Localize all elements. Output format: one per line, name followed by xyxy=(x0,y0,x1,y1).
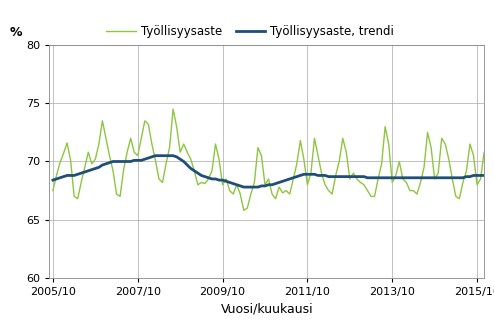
Työllisyysaste, trendi xyxy=(209,177,215,181)
Työllisyysaste xyxy=(50,189,56,193)
X-axis label: Vuosi/kuukausi: Vuosi/kuukausi xyxy=(220,302,313,315)
Työllisyysaste, trendi xyxy=(107,161,113,165)
Työllisyysaste xyxy=(170,107,176,111)
Text: %: % xyxy=(10,26,22,39)
Työllisyysaste xyxy=(209,169,215,173)
Työllisyysaste xyxy=(428,146,434,150)
Työllisyysaste, trendi xyxy=(432,176,438,180)
Työllisyysaste, trendi xyxy=(428,176,434,180)
Työllisyysaste, trendi xyxy=(89,168,95,172)
Työllisyysaste xyxy=(107,154,113,158)
Työllisyysaste, trendi xyxy=(241,185,247,189)
Työllisyysaste xyxy=(241,208,247,212)
Line: Työllisyysaste: Työllisyysaste xyxy=(53,109,494,210)
Line: Työllisyysaste, trendi: Työllisyysaste, trendi xyxy=(53,156,494,187)
Työllisyysaste xyxy=(195,183,201,187)
Työllisyysaste xyxy=(432,177,438,181)
Työllisyysaste, trendi xyxy=(50,178,56,182)
Työllisyysaste xyxy=(89,162,95,166)
Työllisyysaste, trendi xyxy=(153,154,159,158)
Legend: Työllisyysaste, Työllisyysaste, trendi: Työllisyysaste, Työllisyysaste, trendi xyxy=(102,20,399,43)
Työllisyysaste, trendi xyxy=(195,171,201,175)
